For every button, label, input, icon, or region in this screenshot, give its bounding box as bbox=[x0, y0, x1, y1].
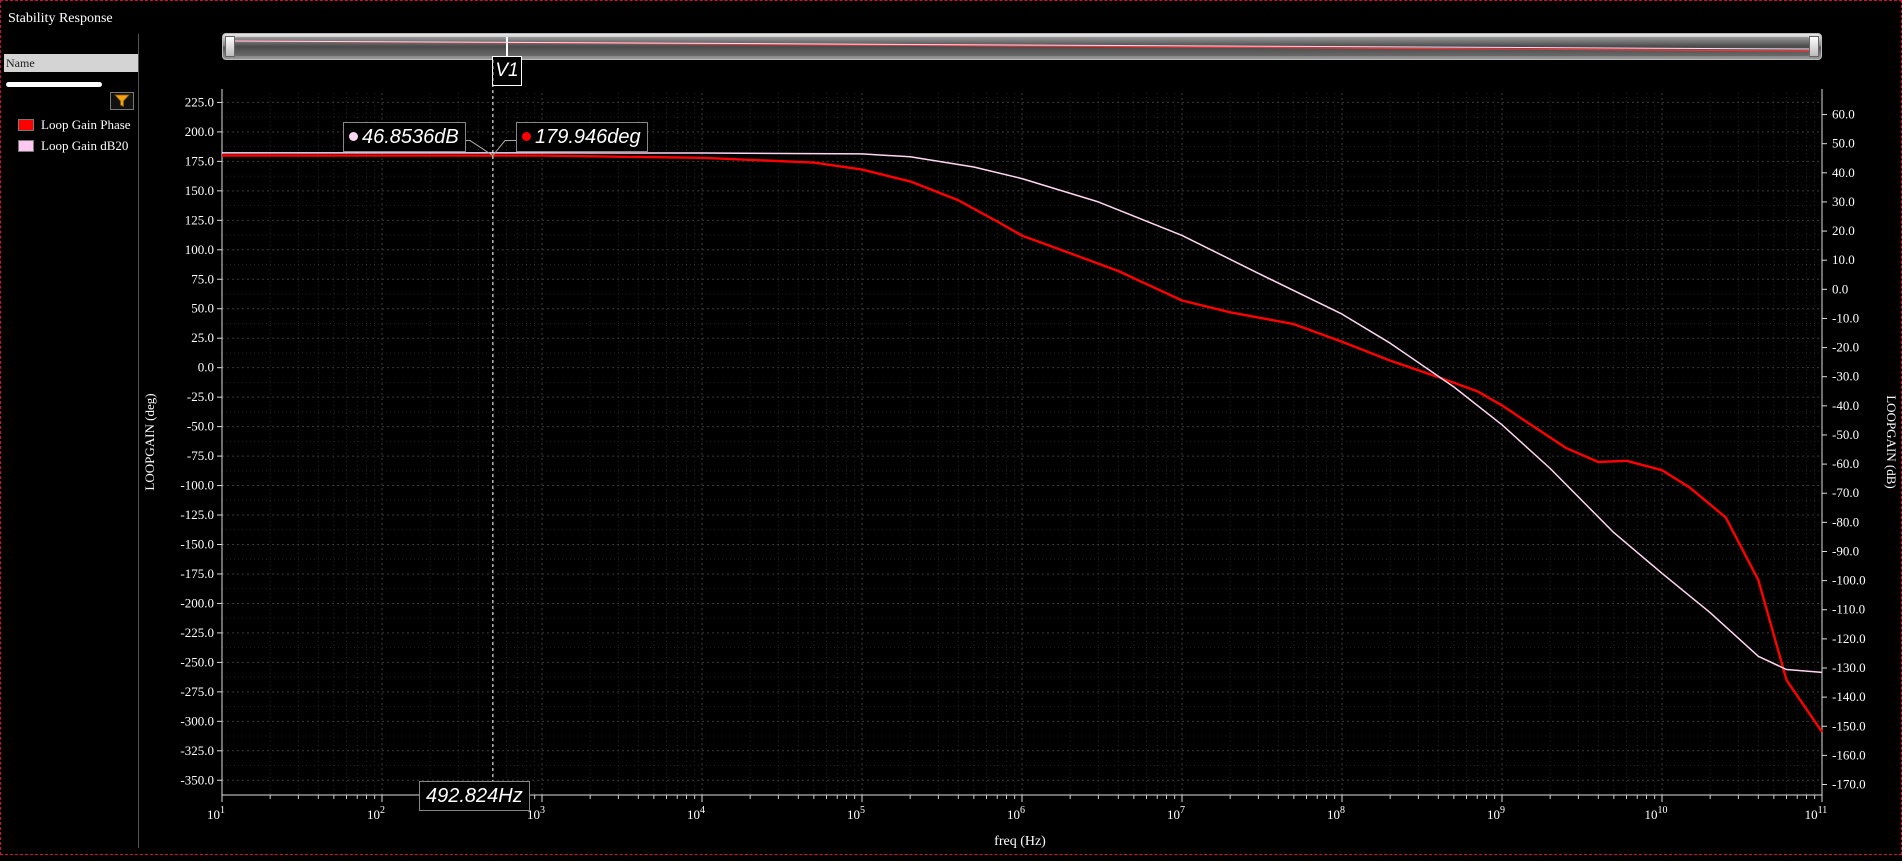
x-tick-label: 108 bbox=[1327, 805, 1345, 822]
y-left-tick-label: -125.0 bbox=[180, 507, 214, 522]
gain-marker-value: 46.8536dB bbox=[362, 126, 459, 148]
y-right-tick-label: -20.0 bbox=[1832, 340, 1859, 355]
x-tick-label: 104 bbox=[687, 805, 705, 822]
gain-marker-dot bbox=[349, 132, 358, 141]
y-left-tick-label: 125.0 bbox=[185, 212, 214, 227]
y-right-tick-label: -80.0 bbox=[1832, 514, 1859, 529]
y-left-tick-label: -75.0 bbox=[187, 448, 214, 463]
y-right-tick-label: 10.0 bbox=[1832, 252, 1855, 267]
zoom-slider-preview bbox=[233, 40, 1811, 52]
sidebar: Name Loop Gain Phase Loop Gain dB20 bbox=[0, 34, 139, 848]
window-title: Stability Response bbox=[8, 11, 113, 26]
x-tick-label: 105 bbox=[847, 805, 865, 822]
y-right-tick-label: 60.0 bbox=[1832, 107, 1855, 122]
y-right-tick-label: 0.0 bbox=[1832, 281, 1848, 296]
y-left-tick-label: -325.0 bbox=[180, 743, 214, 758]
y-right-tick-label: -160.0 bbox=[1832, 747, 1866, 762]
y-left-tick-label: -200.0 bbox=[180, 595, 214, 610]
y-left-tick-label: -250.0 bbox=[180, 654, 214, 669]
y-left-tick-label: -225.0 bbox=[180, 625, 214, 640]
y-right-tick-label: -170.0 bbox=[1832, 777, 1866, 792]
y-right-tick-label: -110.0 bbox=[1832, 602, 1865, 617]
y-left-tick-label: -350.0 bbox=[180, 772, 214, 787]
phase-marker-value: 179.946deg bbox=[535, 126, 641, 148]
filter-input[interactable] bbox=[6, 82, 102, 87]
zoom-slider-right-handle[interactable] bbox=[1809, 36, 1819, 57]
y-left-tick-label: -25.0 bbox=[187, 389, 214, 404]
x-tick-label: 109 bbox=[1487, 805, 1505, 822]
x-tick-label: 1011 bbox=[1805, 805, 1828, 822]
funnel-icon bbox=[114, 94, 130, 108]
y-left-tick-label: -275.0 bbox=[180, 684, 214, 699]
legend: Loop Gain Phase Loop Gain dB20 bbox=[18, 114, 131, 156]
legend-item-phase[interactable]: Loop Gain Phase bbox=[18, 114, 131, 135]
y-left-tick-label: -100.0 bbox=[180, 478, 214, 493]
y-right-tick-label: -60.0 bbox=[1832, 456, 1859, 471]
x-tick-label: 106 bbox=[1007, 805, 1025, 822]
phase-marker-leader bbox=[492, 140, 518, 156]
y-left-tick-label: 50.0 bbox=[191, 301, 214, 316]
y-right-tick-label: -130.0 bbox=[1832, 660, 1866, 675]
filter-button[interactable] bbox=[110, 92, 134, 110]
series-line-loop-gain-phase bbox=[221, 154, 1823, 733]
y-right-tick-label: -30.0 bbox=[1832, 369, 1859, 384]
y-right-tick-label: -150.0 bbox=[1832, 718, 1866, 733]
y-right-tick-label: -70.0 bbox=[1832, 485, 1859, 500]
y-left-tick-label: -300.0 bbox=[180, 713, 214, 728]
y-left-tick-label: -150.0 bbox=[180, 536, 214, 551]
y-right-tick-label: -140.0 bbox=[1832, 689, 1866, 704]
y-left-tick-label: -50.0 bbox=[187, 419, 214, 434]
legend-swatch-phase bbox=[18, 118, 34, 131]
y-axis-label-left: LOOPGAIN (deg) bbox=[142, 393, 157, 490]
cursor-flag-stem bbox=[506, 37, 508, 57]
y-axis-label-right: LOOPGAIN (dB) bbox=[1884, 395, 1899, 489]
series-line-loop-gain-db20 bbox=[222, 152, 1823, 674]
y-left-tick-label: 150.0 bbox=[185, 183, 214, 198]
zoom-slider[interactable] bbox=[222, 33, 1822, 60]
cursor-x-readout[interactable]: 492.824Hz bbox=[419, 781, 530, 811]
legend-label-phase: Loop Gain Phase bbox=[41, 116, 131, 132]
x-tick-label: 102 bbox=[367, 805, 385, 822]
series-layer bbox=[221, 152, 1823, 733]
y-right-tick-label: 20.0 bbox=[1832, 223, 1855, 238]
x-tick-label: 107 bbox=[1167, 805, 1185, 822]
y-left-tick-label: 75.0 bbox=[191, 271, 214, 286]
x-axis-label: freq (Hz) bbox=[994, 834, 1046, 849]
y-right-tick-label: 30.0 bbox=[1832, 194, 1855, 209]
gain-marker-label[interactable]: 46.8536dB bbox=[343, 122, 466, 152]
y-left-tick-label: 100.0 bbox=[185, 242, 214, 257]
y-right-tick-label: -120.0 bbox=[1832, 631, 1866, 646]
grid-major bbox=[221, 93, 1823, 795]
y-left-tick-label: -175.0 bbox=[180, 566, 214, 581]
x-tick-label: 101 bbox=[207, 805, 225, 822]
legend-item-gain[interactable]: Loop Gain dB20 bbox=[18, 135, 131, 156]
y-left-tick-label: 200.0 bbox=[185, 124, 214, 139]
y-right-tick-label: -10.0 bbox=[1832, 310, 1859, 325]
y-left-tick-label: 175.0 bbox=[185, 153, 214, 168]
phase-marker-label[interactable]: 179.946deg bbox=[516, 122, 648, 152]
name-column-header[interactable]: Name bbox=[4, 54, 138, 72]
y-right-tick-label: 40.0 bbox=[1832, 165, 1855, 180]
x-tick-label: 1010 bbox=[1645, 805, 1668, 822]
legend-label-gain: Loop Gain dB20 bbox=[41, 137, 129, 153]
y-left-tick-label: 25.0 bbox=[191, 330, 214, 345]
y-right-tick-label: -50.0 bbox=[1832, 427, 1859, 442]
axes: 225.0 200.0 175.0 150.0 125.0 100.0 75.0 50.0 25… bbox=[180, 89, 1866, 822]
cursor-flag[interactable]: V1 bbox=[492, 56, 522, 86]
y-left-tick-label: 225.0 bbox=[185, 94, 214, 109]
legend-swatch-gain bbox=[18, 139, 34, 152]
x-tick-label: 103 bbox=[527, 805, 545, 822]
zoom-slider-left-handle[interactable] bbox=[225, 36, 235, 57]
y-right-tick-label: -100.0 bbox=[1832, 573, 1866, 588]
phase-marker-dot bbox=[522, 132, 531, 141]
y-right-tick-label: -40.0 bbox=[1832, 398, 1859, 413]
y-left-tick-label: 0.0 bbox=[198, 360, 214, 375]
y-right-tick-label: -90.0 bbox=[1832, 543, 1859, 558]
y-right-tick-label: 50.0 bbox=[1832, 136, 1855, 151]
